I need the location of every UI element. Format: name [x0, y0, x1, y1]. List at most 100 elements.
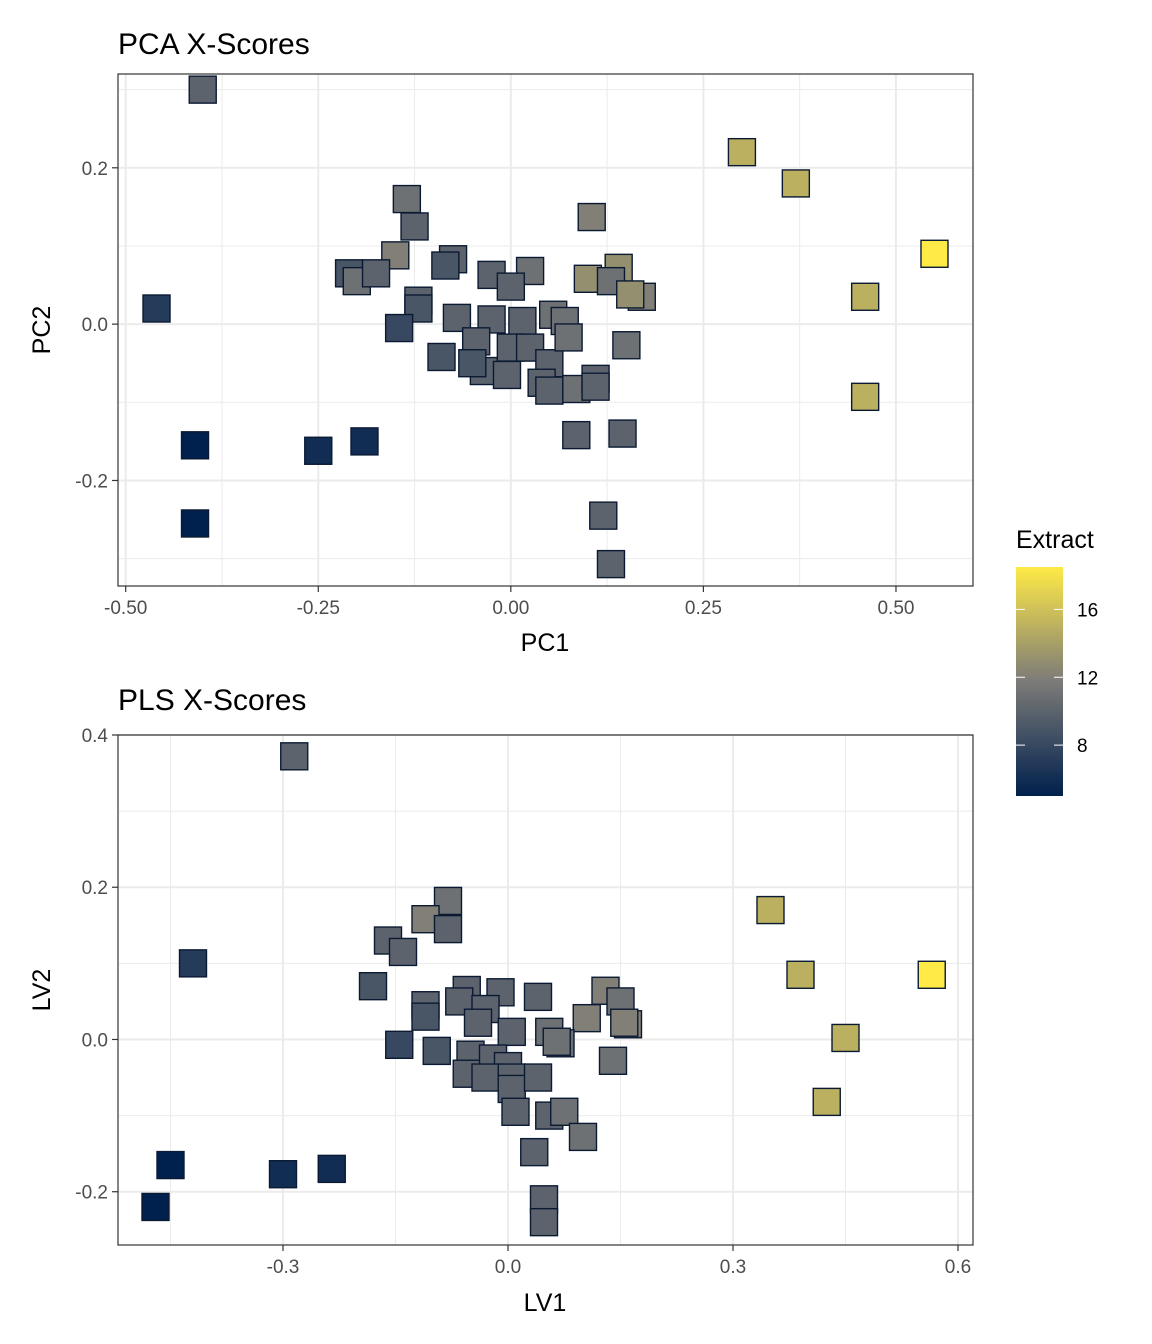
pca-grid	[118, 74, 973, 586]
pca-x-ticks: -0.50 -0.25 0.00 0.25 0.50	[104, 586, 914, 619]
pls-x-tick-label: 0.3	[720, 1257, 746, 1278]
pls-point	[786, 960, 815, 989]
pls-panel-border	[117, 734, 974, 1246]
pca-points	[142, 75, 949, 579]
pls-y-tick-label: 0.0	[82, 1030, 108, 1051]
pca-point	[581, 372, 610, 401]
pca-point	[442, 303, 472, 333]
pls-point	[317, 1154, 346, 1184]
pca-point	[727, 137, 757, 167]
pls-point	[550, 1097, 579, 1126]
pls-x-ticks: -0.3 0.0 0.3 0.6	[267, 1245, 971, 1278]
pca-x-tick-label: 0.00	[492, 598, 529, 619]
pca-point	[616, 280, 645, 309]
legend-tick-label: 16	[1077, 600, 1098, 621]
pls-title: PLS X-Scores	[118, 684, 306, 717]
pls-point	[463, 1008, 493, 1037]
pca-point	[562, 420, 591, 450]
pca-point	[492, 360, 522, 390]
pca-point	[496, 272, 526, 301]
pca-point	[350, 427, 379, 456]
pls-point	[572, 1003, 601, 1033]
pls-point	[520, 1137, 549, 1167]
pca-point	[596, 549, 626, 579]
pca-point	[612, 331, 641, 360]
pls-point	[280, 742, 309, 771]
pca-point	[361, 259, 391, 288]
pls-point	[268, 1160, 298, 1189]
pls-point	[812, 1087, 841, 1117]
pls-point	[411, 1002, 440, 1031]
pls-x-tick-label: 0.0	[495, 1257, 521, 1278]
pls-point	[433, 914, 463, 944]
legend-ticks: 8 12 16	[1016, 600, 1098, 757]
pls-point	[156, 1150, 185, 1180]
pca-point	[515, 256, 545, 286]
pls-point	[523, 1063, 553, 1092]
pca-point	[180, 509, 210, 538]
pls-y-tick-label: 0.2	[82, 878, 108, 899]
pca-point	[431, 251, 460, 280]
pls-y-axis-label: LV2	[28, 969, 56, 1012]
pca-point	[400, 212, 429, 241]
pls-point	[471, 1063, 500, 1092]
pls-point	[568, 1122, 598, 1152]
pls-point	[598, 1046, 628, 1075]
pls-point	[388, 937, 418, 967]
pls-point	[358, 971, 388, 1001]
pls-y-ticks: -0.2 0.0 0.2 0.4	[75, 726, 118, 1204]
pls-point	[501, 1097, 530, 1126]
pca-point	[188, 75, 217, 104]
pls-point	[422, 1036, 451, 1066]
color-legend: Extract 8 12 16	[1016, 526, 1098, 796]
pca-point	[554, 323, 583, 352]
pca-point	[427, 342, 456, 372]
pca-point	[850, 282, 880, 311]
pls-point	[178, 949, 208, 978]
pls-x-tick-label: -0.3	[267, 1257, 300, 1278]
pca-point	[608, 419, 637, 448]
pca-x-tick-label: 0.25	[685, 598, 722, 619]
pca-point	[589, 501, 618, 530]
pls-panel: PLS X-Scores -0.3 0.0 0.3 0.6 -0.2 0.0 0.2 0.4…	[28, 684, 974, 1317]
pca-panel-border	[117, 73, 974, 587]
pca-title: PCA X-Scores	[118, 28, 310, 61]
pca-point	[142, 294, 171, 323]
pls-point	[385, 1030, 414, 1060]
pls-point	[917, 960, 946, 989]
pca-point	[920, 239, 949, 268]
pca-y-tick-label: -0.2	[75, 471, 108, 492]
pls-y-tick-label: -0.2	[75, 1183, 108, 1204]
pca-point	[508, 306, 537, 336]
pca-point	[577, 202, 606, 232]
legend-title: Extract	[1016, 526, 1094, 554]
legend-tick-label: 8	[1077, 736, 1088, 757]
pca-plot-area	[118, 74, 973, 586]
pca-point	[850, 382, 880, 412]
pca-y-tick-label: 0.2	[82, 159, 108, 180]
pca-point	[392, 184, 422, 214]
pca-x-tick-label: -0.25	[297, 598, 340, 619]
pca-point	[477, 305, 506, 334]
pls-point	[610, 1008, 639, 1037]
pls-point	[756, 895, 785, 925]
pca-x-tick-label: 0.50	[877, 598, 914, 619]
pca-y-tick-label: 0.0	[82, 315, 108, 336]
pca-point	[781, 169, 811, 198]
pls-y-tick-label: 0.4	[82, 726, 109, 747]
legend-tick-label: 12	[1077, 668, 1098, 689]
pca-y-axis-label: PC2	[28, 306, 56, 355]
pls-point	[542, 1027, 571, 1056]
pls-point	[529, 1207, 559, 1237]
pca-point	[535, 376, 564, 405]
pls-x-axis-label: LV1	[524, 1289, 567, 1317]
legend-colorbar	[1016, 567, 1063, 796]
pls-point	[141, 1192, 170, 1222]
pls-point	[497, 1017, 526, 1047]
pca-point	[384, 313, 414, 343]
pls-point	[523, 982, 553, 1012]
pls-points	[141, 742, 946, 1237]
pca-panel: PCA X-Scores -0.50 -0.25 0.00 0.25 0.50 -0.2…	[28, 28, 974, 657]
pls-point	[831, 1023, 860, 1053]
